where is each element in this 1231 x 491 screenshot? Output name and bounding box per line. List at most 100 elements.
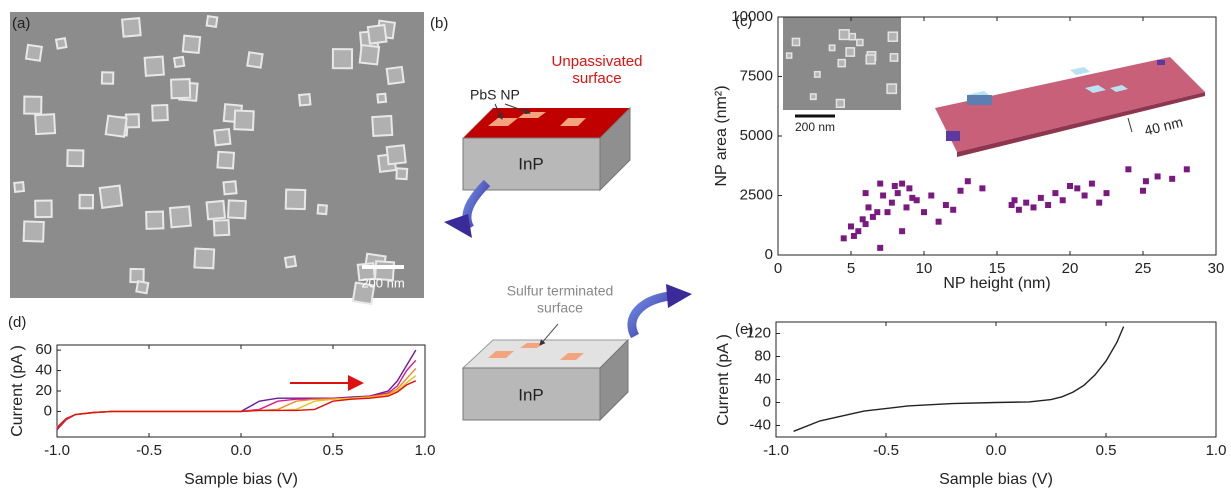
scatter-point xyxy=(1183,166,1190,173)
scatter-point xyxy=(1011,197,1018,204)
iv-curve xyxy=(56,375,417,428)
x-axis-label: Sample bias (V) xyxy=(939,471,1053,488)
sem-particle xyxy=(835,98,845,109)
afm-particle xyxy=(1085,85,1106,93)
scatter-point xyxy=(859,216,866,223)
x-tick-label: -0.5 xyxy=(136,442,162,459)
sem-particle xyxy=(212,219,231,237)
y-tick-label: 5000 xyxy=(740,127,773,144)
scatter-point xyxy=(877,244,884,251)
afm-particle xyxy=(1110,85,1128,92)
scatter-point xyxy=(1037,194,1044,201)
pointer xyxy=(539,323,559,346)
sem-particle xyxy=(135,280,150,295)
sem-particle xyxy=(828,44,836,52)
panel-label: (c) xyxy=(735,13,753,30)
sem-particle xyxy=(205,199,227,221)
sem-particle xyxy=(78,193,95,210)
pointer xyxy=(494,103,503,120)
scatter-point xyxy=(899,180,906,187)
scatter-point xyxy=(1059,197,1066,204)
x-tick-label: 1.0 xyxy=(1206,442,1227,459)
sem-particle xyxy=(216,150,236,170)
x-tick-label: 0.0 xyxy=(986,442,1007,459)
scatter-point xyxy=(1052,190,1059,197)
scatter-point xyxy=(899,228,906,235)
sem-particle xyxy=(791,37,801,47)
y-tick-label: 40 xyxy=(754,370,771,387)
scatter-point xyxy=(877,180,884,187)
unpassivated-block xyxy=(462,106,631,192)
sem-particle xyxy=(351,281,376,306)
y-tick-label: 0 xyxy=(765,246,773,263)
y-tick-label: 2500 xyxy=(740,186,773,203)
scatter-point xyxy=(1023,199,1030,206)
scatter-point xyxy=(928,192,935,199)
scatter-point xyxy=(862,190,869,197)
panel-label: (e) xyxy=(735,321,753,338)
panel-label: (a) xyxy=(12,15,30,32)
sem-particle xyxy=(124,113,141,129)
y-axis-label: NP area (nm²) xyxy=(713,85,730,186)
scatter-point xyxy=(913,197,920,204)
scatter-point xyxy=(1045,202,1052,209)
sem-particle xyxy=(143,55,165,77)
afm-edge xyxy=(957,92,1205,157)
scale-bar xyxy=(1127,117,1133,133)
y-tick-label: 0 xyxy=(763,393,771,410)
scatter-point xyxy=(909,194,916,201)
sem-particle xyxy=(809,93,817,101)
scatter-point xyxy=(1008,202,1015,209)
x-tick-label: 0.5 xyxy=(1096,442,1117,459)
sem-particle xyxy=(168,205,192,229)
x-tick-label: 5 xyxy=(847,260,855,277)
scatter-point xyxy=(950,206,957,213)
scatter-point xyxy=(884,209,891,216)
sem-particle xyxy=(24,43,43,62)
scatter-point xyxy=(964,178,971,185)
surface-label: Unpassivated xyxy=(552,53,643,70)
scatter-point xyxy=(848,223,854,230)
panel-label: (d) xyxy=(8,314,26,331)
sem-particle xyxy=(13,181,26,193)
sem-particle xyxy=(193,247,216,270)
scatter-point xyxy=(942,202,949,209)
block-side xyxy=(599,106,631,192)
sem-particle xyxy=(316,203,328,216)
y-axis-label: Current (pA ) xyxy=(9,345,26,437)
pointer xyxy=(504,103,531,115)
nanoparticle xyxy=(560,118,586,126)
scatter-point xyxy=(1074,185,1081,192)
afm-particle xyxy=(967,95,992,105)
nanoparticle xyxy=(488,351,514,358)
afm-particle xyxy=(946,131,960,141)
block-front xyxy=(462,137,601,191)
sem-particle xyxy=(889,53,899,62)
sem-particle xyxy=(371,114,394,138)
y-tick-label: 10000 xyxy=(731,8,773,25)
block-top xyxy=(461,339,630,369)
sem-particle xyxy=(358,43,381,66)
scatter-point xyxy=(894,190,901,197)
panel-label: (b) xyxy=(430,15,448,32)
scatter-point xyxy=(840,235,847,242)
block-side xyxy=(599,338,629,422)
y-axis-label: Current (pA ) xyxy=(715,334,732,426)
sem-particle xyxy=(298,92,312,107)
y-tick-label: 80 xyxy=(754,347,771,364)
sem-particle xyxy=(205,15,219,28)
scatter-point xyxy=(1081,192,1088,199)
sem-particle xyxy=(34,199,53,219)
iv-curve xyxy=(56,380,417,429)
sem-particle xyxy=(145,210,165,230)
sem-particle xyxy=(837,58,846,68)
sem-particle xyxy=(395,167,409,181)
scatter-point xyxy=(1140,187,1146,194)
sem-particle xyxy=(813,70,821,78)
scatter-point xyxy=(1154,173,1161,180)
sem-particle xyxy=(887,31,899,42)
surface-label: surface xyxy=(537,300,583,316)
x-tick-label: 10 xyxy=(916,260,933,277)
scatter-point xyxy=(1142,178,1149,185)
